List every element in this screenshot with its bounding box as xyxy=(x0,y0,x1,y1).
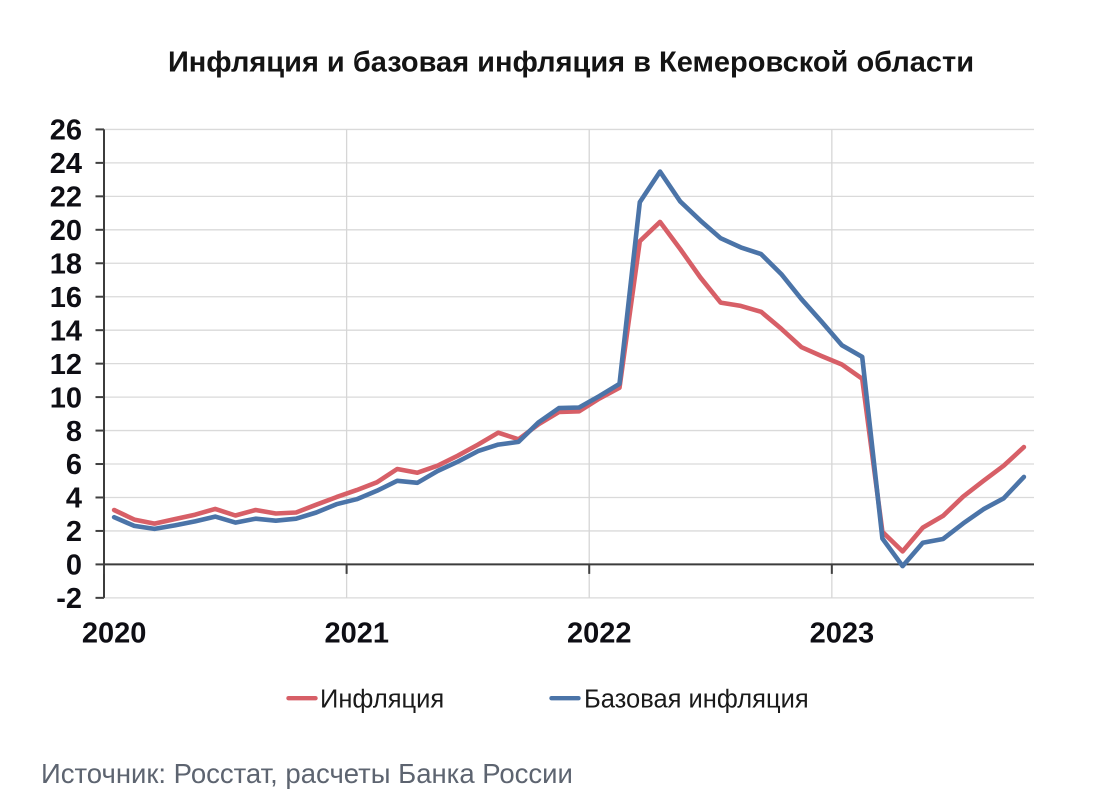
svg-text:2: 2 xyxy=(66,516,82,548)
svg-text:26: 26 xyxy=(50,115,82,147)
svg-text:14: 14 xyxy=(50,315,82,347)
svg-text:4: 4 xyxy=(66,483,82,515)
svg-text:24: 24 xyxy=(50,148,82,180)
svg-text:-2: -2 xyxy=(56,583,82,615)
svg-text:Инфляция: Инфляция xyxy=(320,686,444,714)
svg-text:12: 12 xyxy=(50,349,82,381)
svg-text:Источник: Росстат, расчеты Бан: Источник: Росстат, расчеты Банка России xyxy=(41,758,573,789)
svg-text:16: 16 xyxy=(50,282,82,314)
svg-text:2022: 2022 xyxy=(567,618,632,650)
svg-text:20: 20 xyxy=(50,215,82,247)
svg-text:22: 22 xyxy=(50,182,82,214)
svg-text:Базовая инфляция: Базовая инфляция xyxy=(584,686,809,714)
svg-text:2021: 2021 xyxy=(324,618,389,650)
svg-text:Инфляция и базовая инфляция в: Инфляция и базовая инфляция в Кемеровско… xyxy=(168,47,974,79)
svg-text:10: 10 xyxy=(50,382,82,414)
svg-text:2020: 2020 xyxy=(82,618,147,650)
svg-text:0: 0 xyxy=(66,550,82,582)
svg-text:6: 6 xyxy=(66,449,82,481)
svg-text:8: 8 xyxy=(66,416,82,448)
svg-text:18: 18 xyxy=(50,249,82,281)
svg-text:2023: 2023 xyxy=(810,618,875,650)
